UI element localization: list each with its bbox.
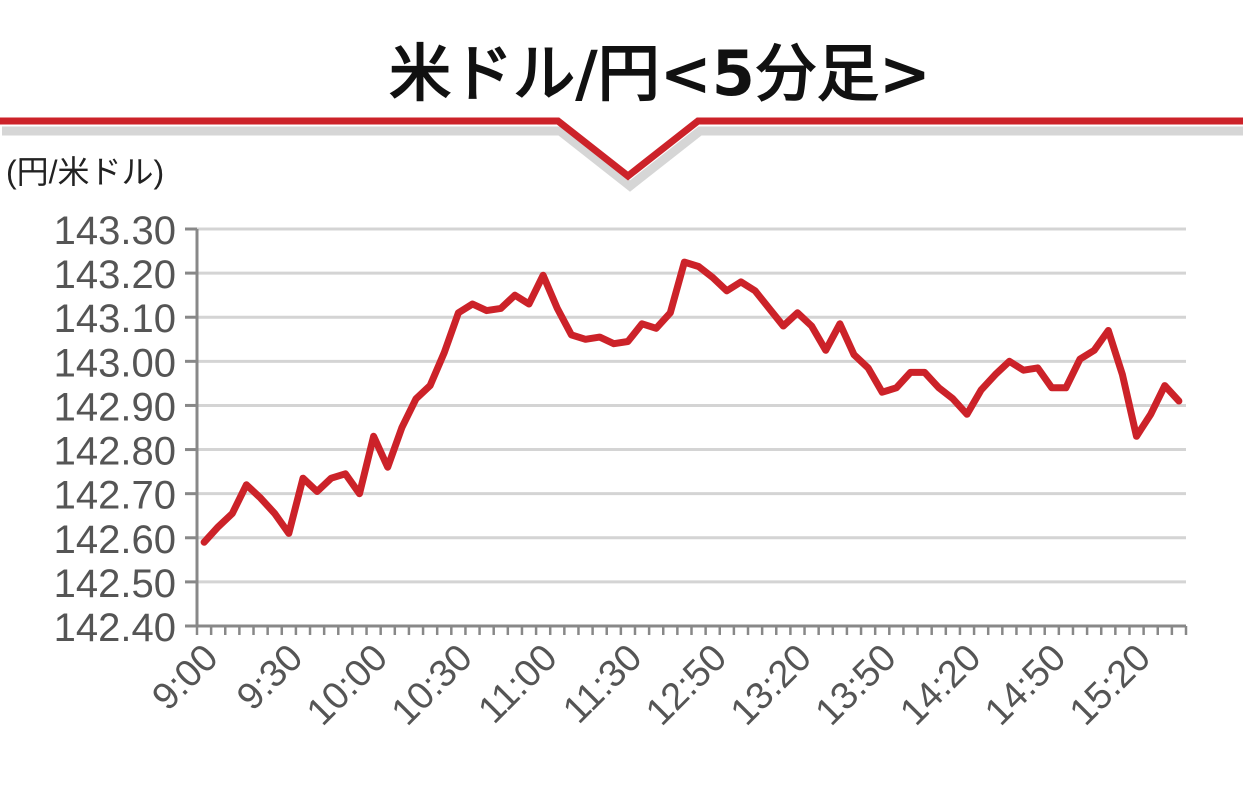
axes (195, 229, 1188, 635)
x-tick-labels: 9:00 9:3010:0010:3011:0011:3012:5013:2013… (144, 637, 1158, 734)
chart-title: 米ドル/円<5分足> (389, 37, 931, 110)
x-tick-label: 14:50 (977, 637, 1074, 734)
x-tick-label: 14:20 (892, 637, 989, 734)
x-tick-label: 10:30 (384, 637, 481, 734)
gridlines (197, 227, 1186, 584)
x-tick-label: 13:20 (723, 637, 820, 734)
y-tick-label: 143.20 (54, 253, 176, 297)
x-tick-label: 11:00 (471, 637, 566, 732)
usd-jpy-price-line (200, 258, 1183, 546)
x-tick-label: 12:50 (638, 637, 735, 734)
x-tick-label: 11:30 (555, 637, 650, 732)
series-line (200, 258, 1183, 546)
y-axis-unit-label: (円/米ドル) (6, 154, 164, 190)
y-tick-label: 142.80 (54, 430, 176, 474)
x-tick-label: 15:20 (1062, 637, 1159, 734)
x-tick-label: 10:00 (299, 637, 396, 734)
y-tick-labels: 143.30143.20143.10143.00142.90142.80142.… (54, 209, 197, 650)
y-tick-label: 143.10 (54, 297, 176, 341)
y-tick-label: 143.30 (54, 209, 176, 253)
y-tick-label: 142.50 (54, 562, 176, 606)
y-tick-label: 142.90 (54, 385, 176, 429)
title-banner-line (0, 117, 1243, 192)
y-tick-label: 142.40 (54, 606, 176, 650)
y-tick-label: 142.70 (54, 474, 176, 518)
x-tick-label: 13:50 (808, 637, 905, 734)
y-tick-label: 143.00 (54, 341, 176, 385)
x-tick-label: 9:30 (229, 637, 311, 719)
y-tick-label: 142.60 (54, 518, 176, 562)
